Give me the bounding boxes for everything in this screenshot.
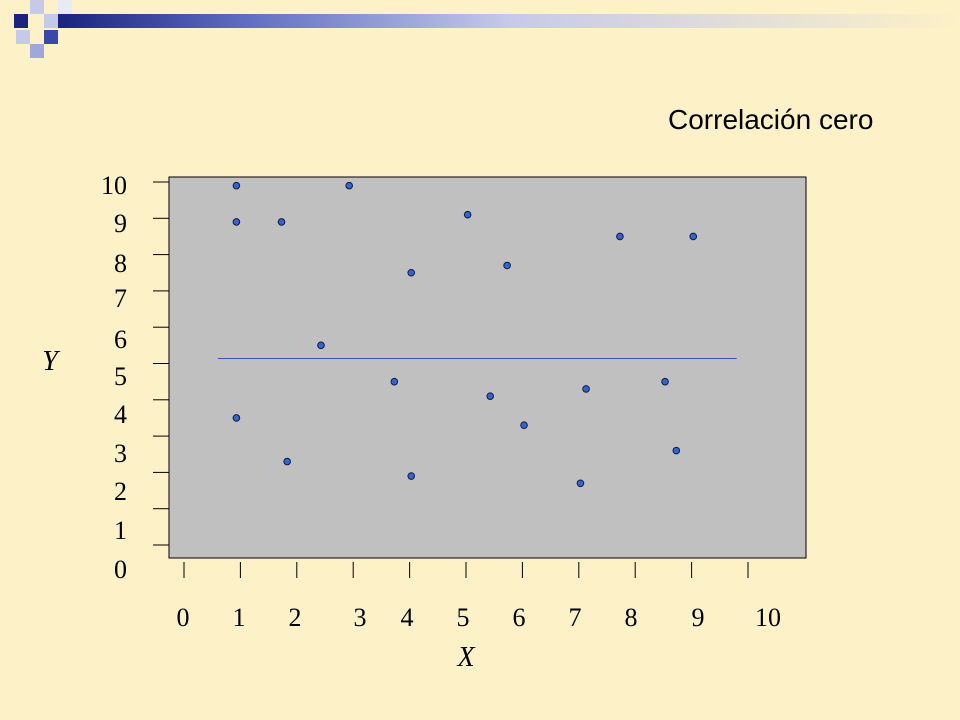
- y-tick-label: 2: [114, 477, 127, 506]
- data-point: [672, 446, 681, 455]
- data-points: [232, 181, 698, 488]
- y-tick-label: 9: [114, 209, 127, 238]
- plot-area: [168, 176, 807, 559]
- decorative-square-navy-2: [44, 30, 58, 44]
- data-point: [463, 210, 472, 219]
- decorative-banner: [58, 14, 960, 28]
- x-tick-label: 7: [569, 603, 582, 632]
- x-axis-ticks: 0 1 2 3 4 5 6 7 8 9 10: [177, 562, 781, 632]
- y-axis-label: Y: [42, 346, 61, 377]
- y-axis-ticks: 0 1 2 3 4 5 6 7 8 9 10: [101, 171, 169, 584]
- decorative-square-light-2: [44, 14, 58, 28]
- data-point: [407, 268, 416, 277]
- x-tick-label: 3: [354, 603, 367, 632]
- data-point: [503, 261, 511, 270]
- x-tick-label: 4: [401, 603, 414, 632]
- x-tick-label: 8: [625, 603, 638, 632]
- y-tick-label: 5: [114, 362, 127, 391]
- data-point: [661, 377, 669, 386]
- data-point: [232, 218, 241, 226]
- data-point: [486, 392, 495, 400]
- y-tick-label: 4: [114, 400, 127, 429]
- data-point: [283, 457, 291, 466]
- decorative-square-light-1: [30, 0, 44, 14]
- data-point: [407, 472, 416, 480]
- x-tick-label: 9: [692, 603, 705, 632]
- data-point: [232, 414, 241, 422]
- y-tick-label: 6: [114, 325, 127, 354]
- data-point: [582, 385, 590, 393]
- data-point: [232, 181, 241, 190]
- slide-title: Correlación cero: [668, 104, 874, 135]
- data-point: [689, 232, 698, 241]
- y-tick-label: 1: [114, 516, 127, 545]
- data-point: [277, 218, 286, 226]
- x-tick-label: 5: [457, 603, 470, 632]
- decorative-square-light-3: [58, 0, 72, 14]
- data-point: [317, 341, 325, 350]
- y-tick-label: 10: [101, 171, 127, 200]
- data-point: [345, 181, 354, 190]
- x-axis-label: X: [456, 642, 475, 673]
- data-point: [390, 377, 399, 386]
- data-point: [520, 421, 528, 430]
- y-tick-label: 0: [114, 555, 127, 584]
- x-tick-label: 0: [177, 603, 190, 632]
- decorative-square-navy-1: [14, 14, 28, 28]
- decorative-square-light-5: [30, 44, 44, 58]
- y-tick-label: 7: [114, 284, 127, 313]
- y-tick-label: 3: [114, 439, 127, 468]
- y-tick-label: 8: [114, 249, 127, 278]
- x-tick-label: 10: [755, 603, 781, 632]
- decorative-square-light-4: [16, 30, 30, 44]
- x-tick-label: 1: [233, 603, 246, 632]
- x-tick-label: 6: [513, 603, 526, 632]
- data-point: [576, 479, 585, 488]
- data-point: [616, 232, 624, 241]
- x-tick-label: 2: [289, 603, 302, 632]
